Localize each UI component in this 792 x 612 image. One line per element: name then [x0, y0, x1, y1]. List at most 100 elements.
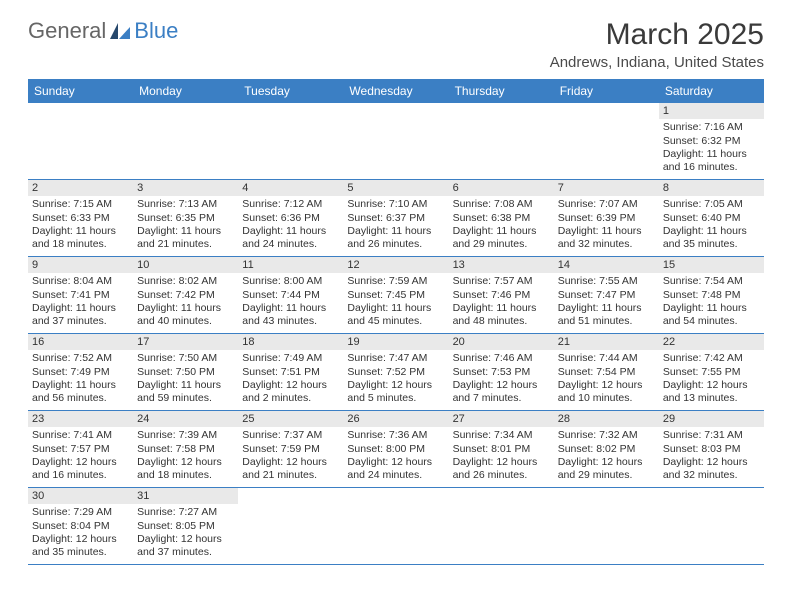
day-number: 21: [554, 334, 659, 350]
daylight-text: Daylight: 12 hours and 29 minutes.: [558, 456, 655, 483]
sunset-text: Sunset: 7:41 PM: [32, 289, 129, 302]
day-number: 23: [28, 411, 133, 427]
day-number: 30: [28, 488, 133, 504]
sunrise-text: Sunrise: 7:49 AM: [242, 352, 339, 365]
day-number: 19: [343, 334, 448, 350]
day-number: 25: [238, 411, 343, 427]
sunset-text: Sunset: 8:03 PM: [663, 443, 760, 456]
sunrise-text: Sunrise: 7:34 AM: [453, 429, 550, 442]
daylight-text: Daylight: 12 hours and 10 minutes.: [558, 379, 655, 406]
dow-row: SundayMondayTuesdayWednesdayThursdayFrid…: [28, 79, 764, 103]
day-number: 18: [238, 334, 343, 350]
sunset-text: Sunset: 6:40 PM: [663, 212, 760, 225]
day-cell: 25Sunrise: 7:37 AMSunset: 7:59 PMDayligh…: [238, 411, 343, 487]
header: General Blue March 2025 Andrews, Indiana…: [28, 18, 764, 71]
day-number: 12: [343, 257, 448, 273]
dow-header: Tuesday: [238, 79, 343, 103]
daylight-text: Daylight: 12 hours and 16 minutes.: [32, 456, 129, 483]
day-number: 4: [238, 180, 343, 196]
sunrise-text: Sunrise: 7:27 AM: [137, 506, 234, 519]
sunrise-text: Sunrise: 7:08 AM: [453, 198, 550, 211]
dow-header: Friday: [554, 79, 659, 103]
daylight-text: Daylight: 11 hours and 43 minutes.: [242, 302, 339, 329]
logo: General Blue: [28, 18, 178, 44]
sunset-text: Sunset: 7:59 PM: [242, 443, 339, 456]
daylight-text: Daylight: 12 hours and 26 minutes.: [453, 456, 550, 483]
title-block: March 2025 Andrews, Indiana, United Stat…: [550, 18, 764, 71]
sunset-text: Sunset: 7:54 PM: [558, 366, 655, 379]
sunset-text: Sunset: 7:49 PM: [32, 366, 129, 379]
day-cell: 23Sunrise: 7:41 AMSunset: 7:57 PMDayligh…: [28, 411, 133, 487]
sunset-text: Sunset: 6:36 PM: [242, 212, 339, 225]
daylight-text: Daylight: 11 hours and 16 minutes.: [663, 148, 760, 175]
day-cell: 3Sunrise: 7:13 AMSunset: 6:35 PMDaylight…: [133, 180, 238, 256]
day-cell: [133, 103, 238, 179]
sunrise-text: Sunrise: 7:59 AM: [347, 275, 444, 288]
day-cell: 13Sunrise: 7:57 AMSunset: 7:46 PMDayligh…: [449, 257, 554, 333]
sunset-text: Sunset: 7:51 PM: [242, 366, 339, 379]
day-cell: 9Sunrise: 8:04 AMSunset: 7:41 PMDaylight…: [28, 257, 133, 333]
day-number: 22: [659, 334, 764, 350]
day-number: 3: [133, 180, 238, 196]
sunset-text: Sunset: 6:33 PM: [32, 212, 129, 225]
day-cell: 16Sunrise: 7:52 AMSunset: 7:49 PMDayligh…: [28, 334, 133, 410]
day-cell: [659, 488, 764, 564]
day-cell: [449, 488, 554, 564]
sunset-text: Sunset: 7:42 PM: [137, 289, 234, 302]
day-number: 29: [659, 411, 764, 427]
day-cell: 2Sunrise: 7:15 AMSunset: 6:33 PMDaylight…: [28, 180, 133, 256]
day-cell: [343, 488, 448, 564]
week-row: 1Sunrise: 7:16 AMSunset: 6:32 PMDaylight…: [28, 103, 764, 180]
day-cell: [554, 488, 659, 564]
day-number: 27: [449, 411, 554, 427]
day-cell: 20Sunrise: 7:46 AMSunset: 7:53 PMDayligh…: [449, 334, 554, 410]
day-cell: 24Sunrise: 7:39 AMSunset: 7:58 PMDayligh…: [133, 411, 238, 487]
daylight-text: Daylight: 12 hours and 37 minutes.: [137, 533, 234, 560]
week-row: 9Sunrise: 8:04 AMSunset: 7:41 PMDaylight…: [28, 257, 764, 334]
sunset-text: Sunset: 7:48 PM: [663, 289, 760, 302]
sunrise-text: Sunrise: 7:39 AM: [137, 429, 234, 442]
day-cell: 7Sunrise: 7:07 AMSunset: 6:39 PMDaylight…: [554, 180, 659, 256]
daylight-text: Daylight: 12 hours and 18 minutes.: [137, 456, 234, 483]
daylight-text: Daylight: 11 hours and 56 minutes.: [32, 379, 129, 406]
sunrise-text: Sunrise: 7:32 AM: [558, 429, 655, 442]
day-cell: [554, 103, 659, 179]
day-cell: [28, 103, 133, 179]
day-cell: [238, 103, 343, 179]
day-number: 31: [133, 488, 238, 504]
day-number: 13: [449, 257, 554, 273]
day-cell: 26Sunrise: 7:36 AMSunset: 8:00 PMDayligh…: [343, 411, 448, 487]
daylight-text: Daylight: 11 hours and 45 minutes.: [347, 302, 444, 329]
dow-header: Monday: [133, 79, 238, 103]
day-number: 17: [133, 334, 238, 350]
dow-header: Sunday: [28, 79, 133, 103]
day-number: 2: [28, 180, 133, 196]
sunset-text: Sunset: 6:39 PM: [558, 212, 655, 225]
week-row: 30Sunrise: 7:29 AMSunset: 8:04 PMDayligh…: [28, 488, 764, 565]
day-cell: 18Sunrise: 7:49 AMSunset: 7:51 PMDayligh…: [238, 334, 343, 410]
sunset-text: Sunset: 7:53 PM: [453, 366, 550, 379]
day-number: 9: [28, 257, 133, 273]
day-cell: 15Sunrise: 7:54 AMSunset: 7:48 PMDayligh…: [659, 257, 764, 333]
sunrise-text: Sunrise: 7:44 AM: [558, 352, 655, 365]
sunrise-text: Sunrise: 7:05 AM: [663, 198, 760, 211]
sunset-text: Sunset: 7:45 PM: [347, 289, 444, 302]
sunrise-text: Sunrise: 7:42 AM: [663, 352, 760, 365]
daylight-text: Daylight: 11 hours and 32 minutes.: [558, 225, 655, 252]
day-number: 10: [133, 257, 238, 273]
sunrise-text: Sunrise: 7:15 AM: [32, 198, 129, 211]
day-number: 11: [238, 257, 343, 273]
week-row: 23Sunrise: 7:41 AMSunset: 7:57 PMDayligh…: [28, 411, 764, 488]
day-cell: 27Sunrise: 7:34 AMSunset: 8:01 PMDayligh…: [449, 411, 554, 487]
daylight-text: Daylight: 12 hours and 32 minutes.: [663, 456, 760, 483]
sunrise-text: Sunrise: 7:55 AM: [558, 275, 655, 288]
day-cell: [343, 103, 448, 179]
sunset-text: Sunset: 8:05 PM: [137, 520, 234, 533]
daylight-text: Daylight: 12 hours and 24 minutes.: [347, 456, 444, 483]
daylight-text: Daylight: 12 hours and 5 minutes.: [347, 379, 444, 406]
sunset-text: Sunset: 7:57 PM: [32, 443, 129, 456]
daylight-text: Daylight: 12 hours and 7 minutes.: [453, 379, 550, 406]
sunset-text: Sunset: 6:38 PM: [453, 212, 550, 225]
daylight-text: Daylight: 12 hours and 35 minutes.: [32, 533, 129, 560]
day-cell: 4Sunrise: 7:12 AMSunset: 6:36 PMDaylight…: [238, 180, 343, 256]
